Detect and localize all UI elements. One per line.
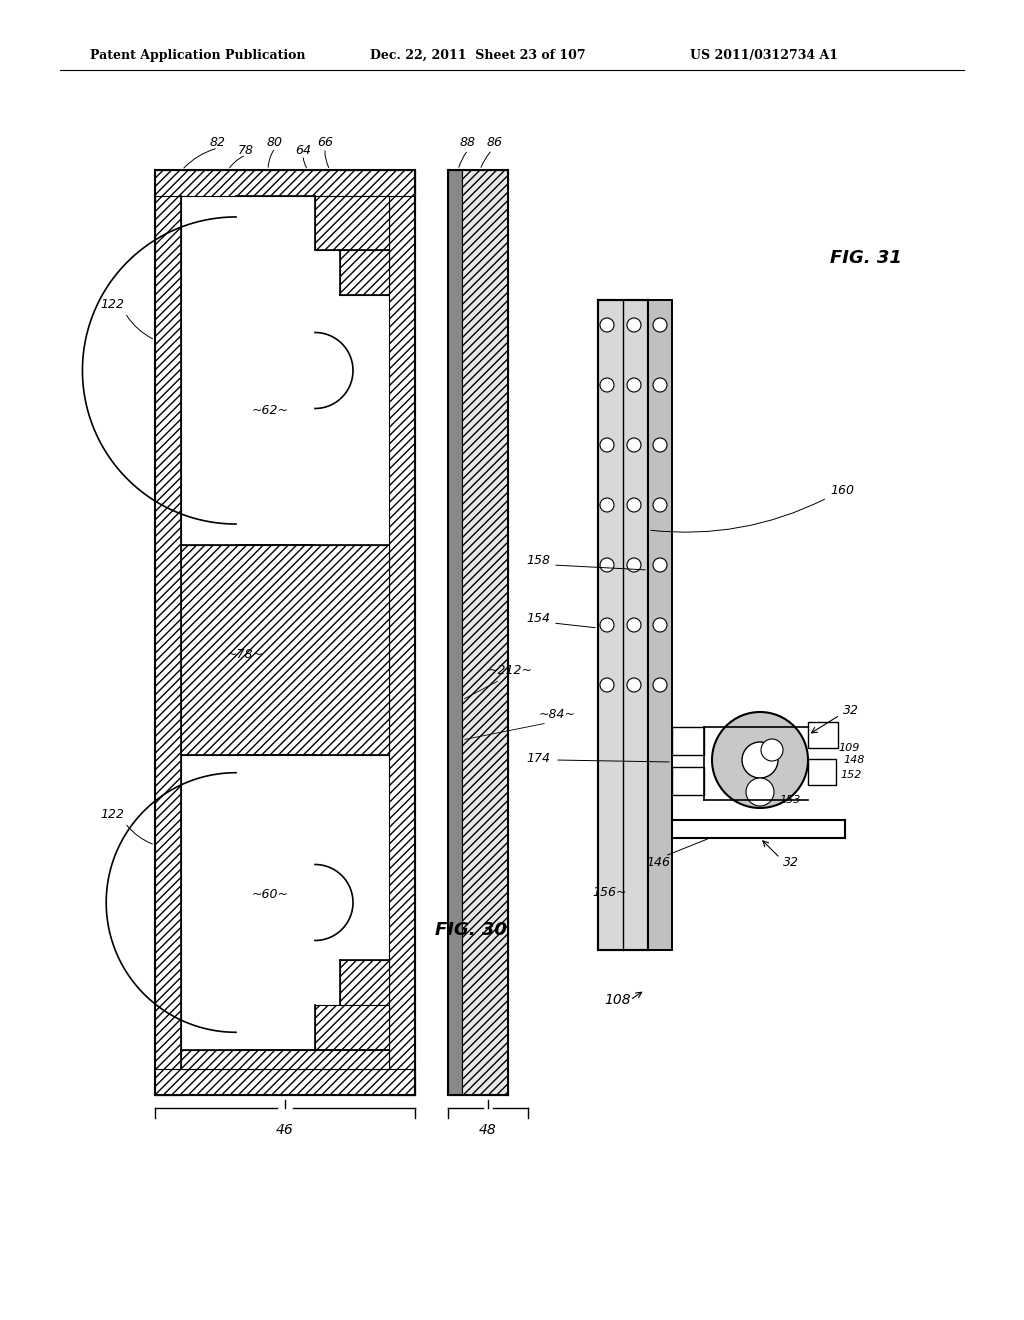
Circle shape xyxy=(653,318,667,333)
Circle shape xyxy=(712,711,808,808)
Circle shape xyxy=(600,318,614,333)
Circle shape xyxy=(600,678,614,692)
Text: 154: 154 xyxy=(526,611,550,624)
Bar xyxy=(672,727,705,755)
Bar xyxy=(449,170,462,1096)
Text: ~84~: ~84~ xyxy=(539,709,575,722)
Circle shape xyxy=(742,742,778,777)
Text: 122: 122 xyxy=(100,808,124,821)
Text: 86: 86 xyxy=(487,136,503,149)
Bar xyxy=(315,1005,389,1049)
Text: 48: 48 xyxy=(479,1123,497,1137)
Text: US 2011/0312734 A1: US 2011/0312734 A1 xyxy=(690,49,838,62)
Bar xyxy=(598,300,648,950)
Text: ~62~: ~62~ xyxy=(252,404,289,417)
Text: 146: 146 xyxy=(646,857,670,870)
Text: Dec. 22, 2011  Sheet 23 of 107: Dec. 22, 2011 Sheet 23 of 107 xyxy=(370,49,586,62)
Text: 66: 66 xyxy=(317,136,333,149)
Bar xyxy=(648,300,672,950)
Circle shape xyxy=(653,438,667,451)
Bar xyxy=(155,1069,415,1096)
Bar xyxy=(155,170,415,195)
Circle shape xyxy=(627,378,641,392)
Text: 158: 158 xyxy=(526,553,550,566)
Text: 82: 82 xyxy=(210,136,226,149)
Bar xyxy=(340,960,389,1005)
Circle shape xyxy=(653,498,667,512)
Bar xyxy=(155,170,181,1096)
Text: 148: 148 xyxy=(843,755,864,766)
Text: 64: 64 xyxy=(295,144,311,157)
Text: 122: 122 xyxy=(100,298,124,312)
Bar xyxy=(808,722,838,748)
Text: 32: 32 xyxy=(843,704,859,717)
Circle shape xyxy=(746,777,774,807)
Circle shape xyxy=(627,438,641,451)
Text: ~212~: ~212~ xyxy=(487,664,532,676)
Circle shape xyxy=(600,438,614,451)
Bar xyxy=(181,1049,389,1069)
Text: 78: 78 xyxy=(238,144,254,157)
Bar xyxy=(389,170,415,1096)
Bar xyxy=(808,759,836,785)
Circle shape xyxy=(653,618,667,632)
Text: 88: 88 xyxy=(460,136,476,149)
Text: 109: 109 xyxy=(838,743,859,752)
Bar xyxy=(672,767,705,795)
Text: 108: 108 xyxy=(605,993,632,1007)
Circle shape xyxy=(627,498,641,512)
Circle shape xyxy=(627,678,641,692)
Bar xyxy=(462,170,508,1096)
Text: 80: 80 xyxy=(267,136,283,149)
Text: Patent Application Publication: Patent Application Publication xyxy=(90,49,305,62)
Bar xyxy=(340,249,389,294)
Text: 156~: 156~ xyxy=(593,887,628,899)
Circle shape xyxy=(653,558,667,572)
Circle shape xyxy=(600,378,614,392)
Text: ~78~: ~78~ xyxy=(226,648,263,661)
Text: FIG. 30: FIG. 30 xyxy=(435,921,507,939)
Circle shape xyxy=(627,618,641,632)
Bar xyxy=(181,545,389,755)
Bar xyxy=(315,195,389,249)
Text: 174: 174 xyxy=(526,751,550,764)
Circle shape xyxy=(600,618,614,632)
Text: ~60~: ~60~ xyxy=(252,888,289,902)
Circle shape xyxy=(653,678,667,692)
Text: 160: 160 xyxy=(830,483,854,496)
Circle shape xyxy=(600,498,614,512)
Text: 46: 46 xyxy=(276,1123,294,1137)
Circle shape xyxy=(627,558,641,572)
Text: 152: 152 xyxy=(840,770,861,780)
Circle shape xyxy=(761,739,783,762)
Text: 153: 153 xyxy=(779,795,801,805)
Circle shape xyxy=(627,318,641,333)
Circle shape xyxy=(653,378,667,392)
Text: 32: 32 xyxy=(783,857,799,870)
Text: FIG. 31: FIG. 31 xyxy=(830,249,902,267)
Circle shape xyxy=(600,558,614,572)
